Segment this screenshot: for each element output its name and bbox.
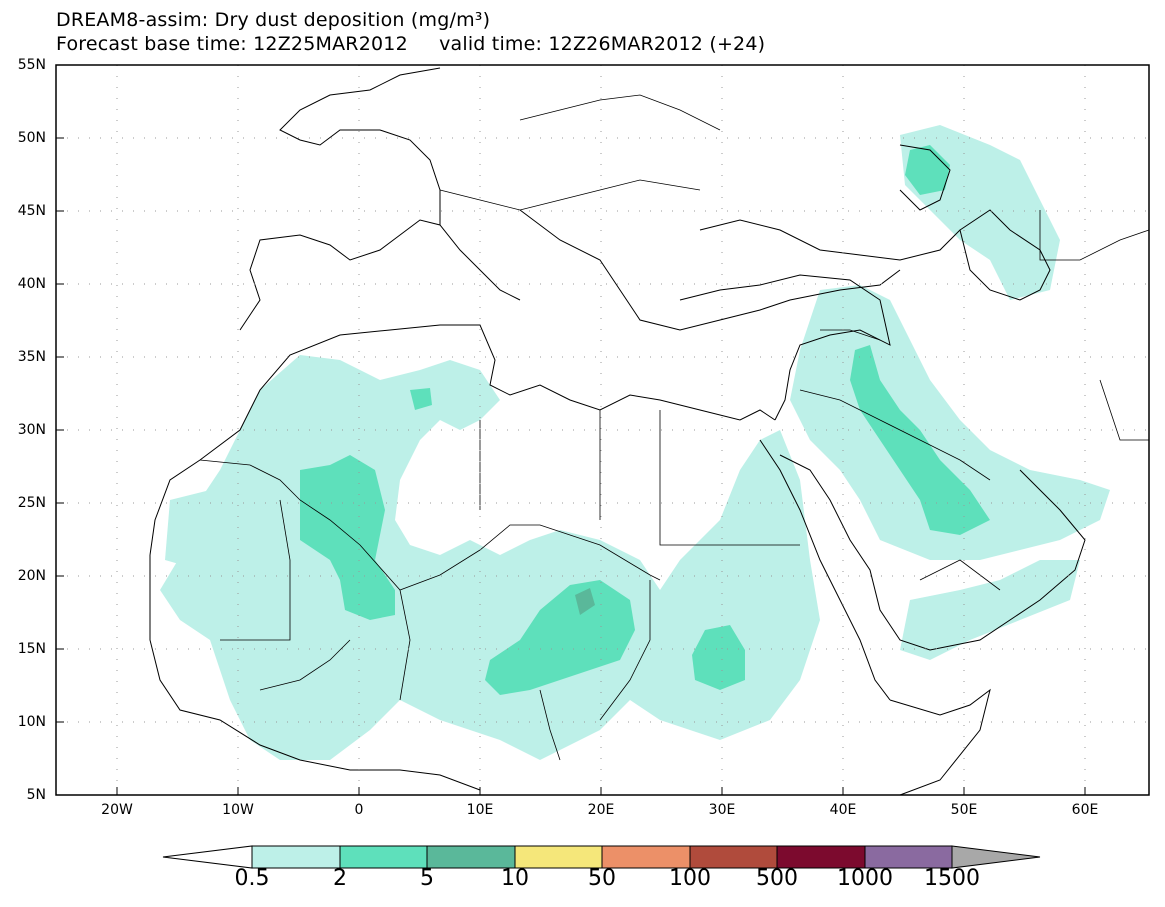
colorbar [162,845,1041,869]
lat-label: 25N [17,495,46,511]
axis-ticks [56,137,1086,795]
dust-level-2-shading [300,145,990,695]
colorbar-label: 100 [669,866,711,891]
colorbar-swatch [339,845,428,869]
colorbar-swatch [426,845,516,869]
colorbar-label: 50 [588,866,616,891]
lon-label: 50E [950,802,978,818]
map-plot-area [55,64,1150,796]
colorbar-label: 500 [756,866,798,891]
country-borders [199,94,1150,761]
lat-label: 10N [17,714,46,730]
base-time: Forecast base time: 12Z25MAR2012 [56,33,408,55]
colorbar-label: 0.5 [234,866,270,891]
coastlines [149,67,1086,796]
colorbar-swatch [689,845,778,869]
lon-label: 60E [1071,802,1099,818]
gridlines [56,65,1149,795]
map-subtitle: Forecast base time: 12Z25MAR2012 valid t… [56,34,765,54]
colorbar-swatch [776,845,866,869]
colorbar-low-arrow [162,845,253,869]
lat-label: 15N [17,641,46,657]
colorbar-label: 1500 [924,866,980,891]
colorbar-swatch [601,845,691,869]
colorbar-label: 5 [420,866,434,891]
lat-label: 50N [17,130,46,146]
colorbar-swatch [514,845,603,869]
lon-label: 40E [829,802,857,818]
lat-label: 55N [17,57,46,73]
colorbar-label: 10 [501,866,529,891]
colorbar-swatch [864,845,953,869]
lat-label: 40N [17,276,46,292]
map-title: DREAM8-assim: Dry dust deposition (mg/m³… [56,9,491,31]
lon-label: 30E [708,802,736,818]
colorbar-label: 2 [333,866,347,891]
dust-level-3-shading [575,588,595,615]
lon-label: 0 [354,802,364,818]
colorbar-label: 1000 [837,866,893,891]
valid-time: valid time: 12Z26MAR2012 (+24) [439,33,766,55]
lat-label: 20N [17,568,46,584]
lat-label: 30N [17,422,46,438]
colorbar-high-arrow [951,845,1041,869]
lon-label: 20W [101,802,133,818]
lat-label: 45N [17,203,46,219]
lon-label: 10E [466,802,494,818]
lon-label: 10W [222,802,254,818]
lat-label: 5N [26,787,46,803]
lon-label: 20E [587,802,615,818]
colorbar-swatch [251,845,341,869]
lat-label: 35N [17,349,46,365]
